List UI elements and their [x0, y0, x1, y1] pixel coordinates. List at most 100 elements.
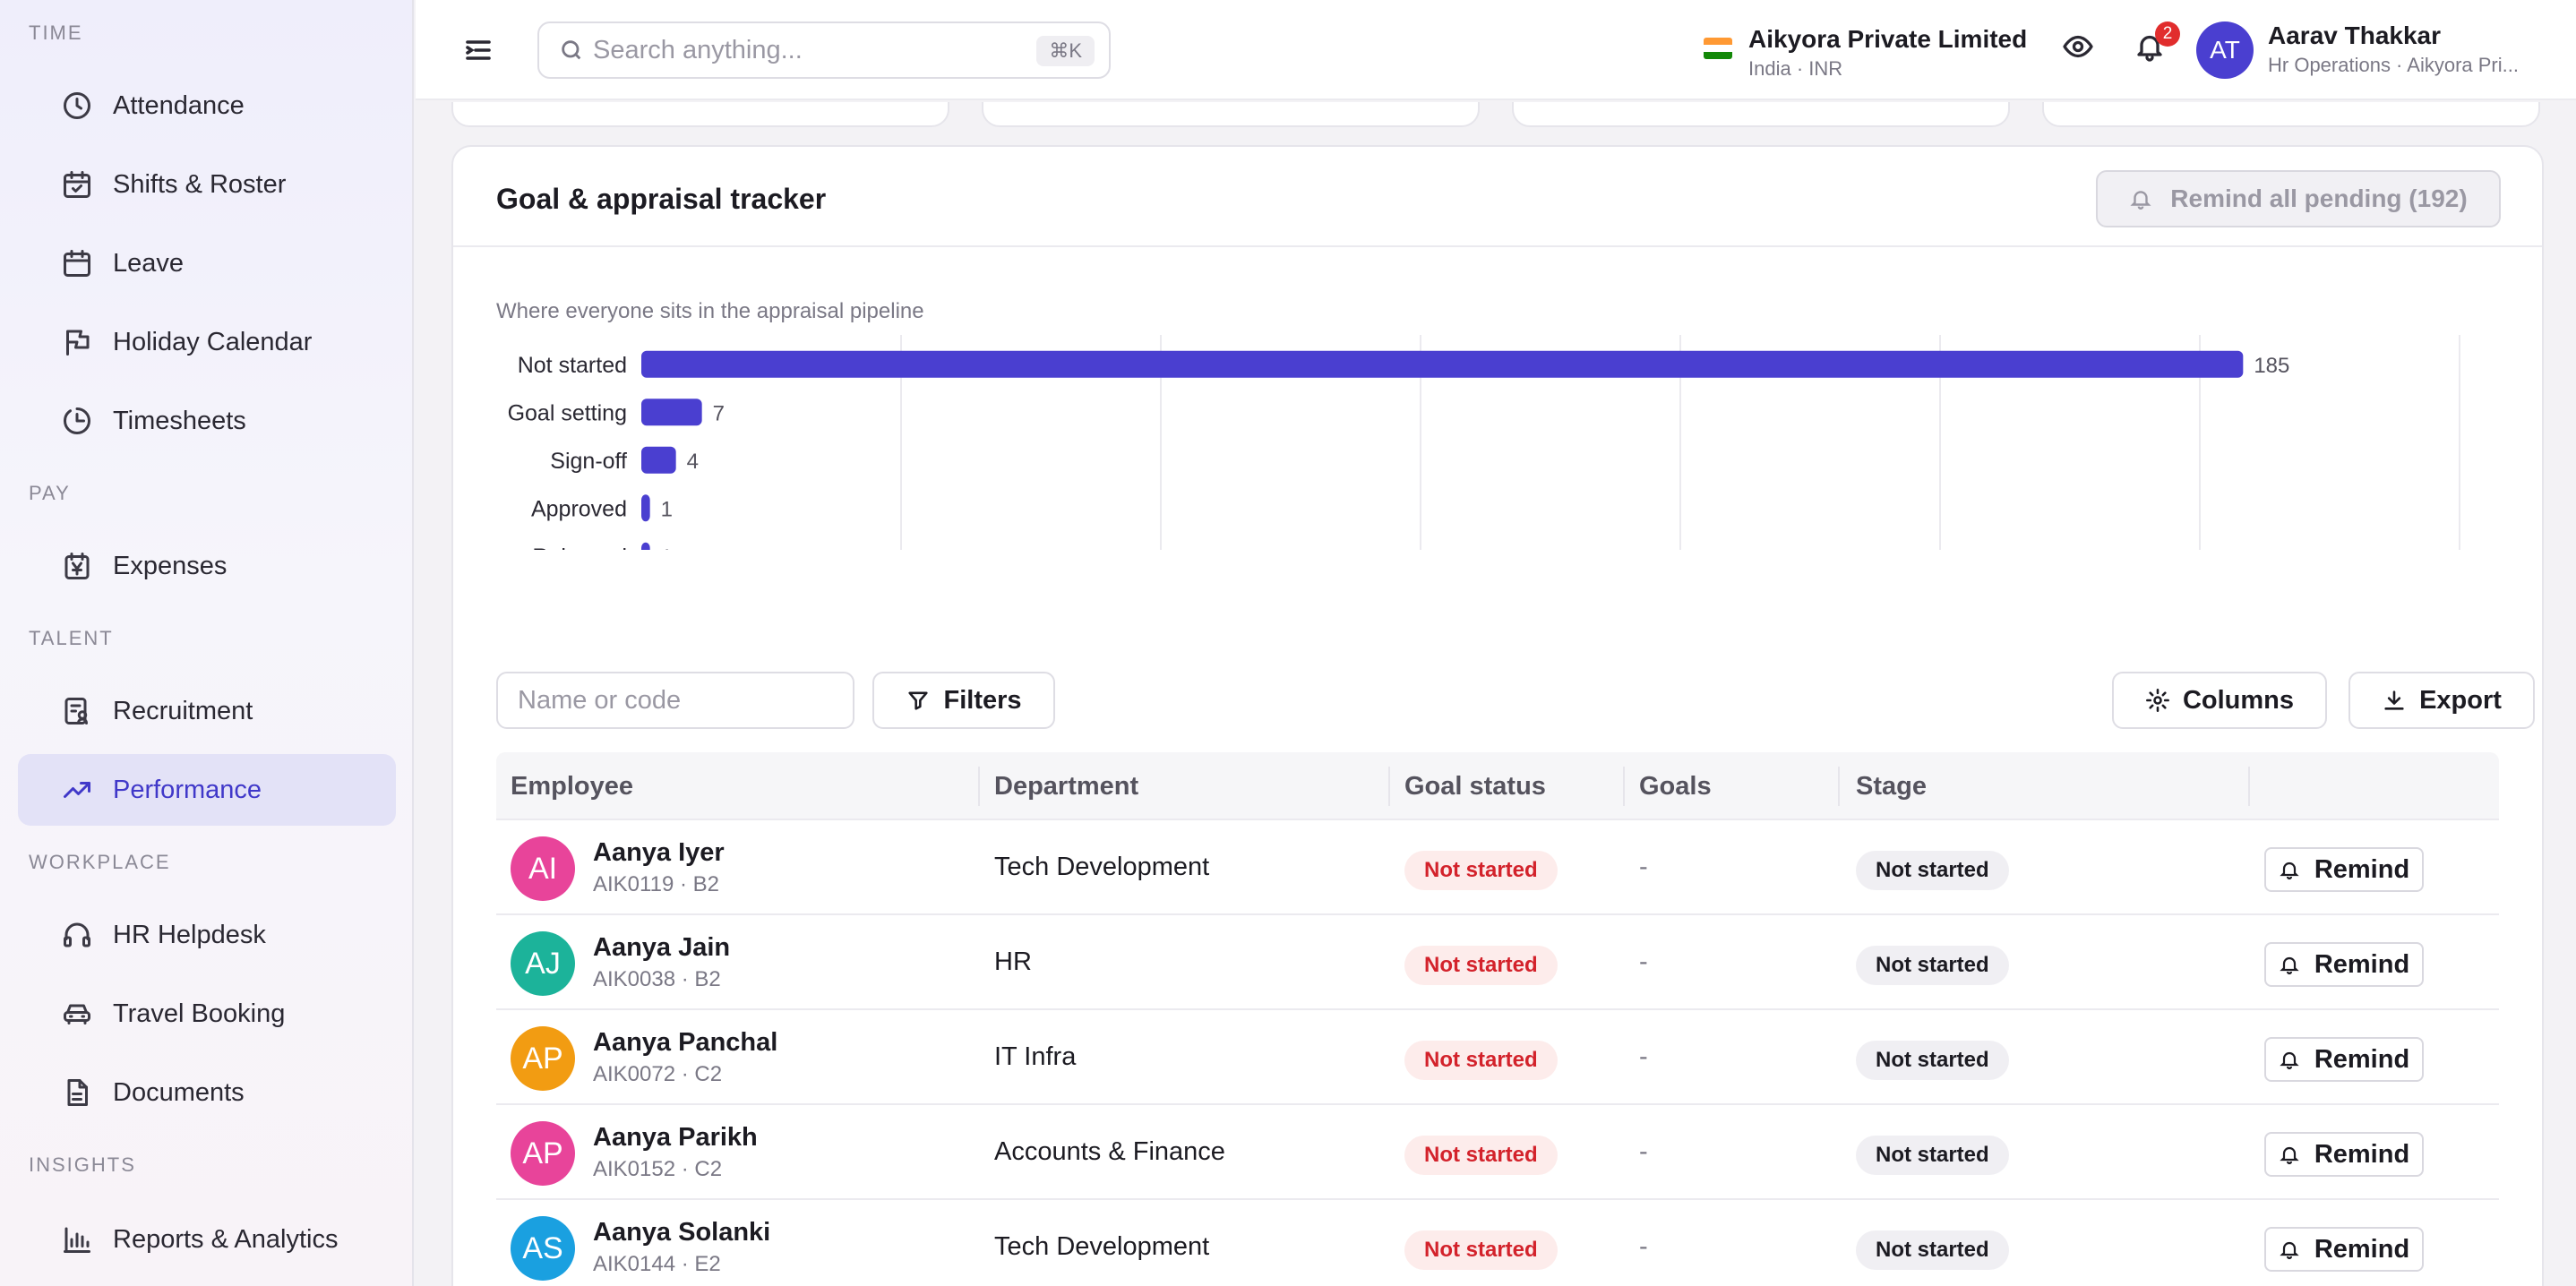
remind-label: Remind — [2314, 949, 2410, 979]
bell-icon — [2280, 862, 2299, 880]
receipt-icon — [59, 548, 95, 584]
sidebar-item-label: Expenses — [113, 551, 228, 580]
bell-icon — [2280, 956, 2299, 975]
section-label-pay: PAY — [29, 482, 71, 504]
notification-count-badge: 2 — [2155, 21, 2180, 47]
remind-label: Remind — [2314, 854, 2410, 884]
column-divider[interactable] — [1623, 767, 1625, 806]
category-label: Goal setting — [508, 400, 627, 425]
remind-button[interactable]: Remind — [2264, 847, 2424, 892]
department: Tech Development — [994, 1232, 1210, 1261]
column-header-goal-status[interactable]: Goal status — [1404, 772, 1546, 801]
clock-icon — [59, 88, 95, 124]
sidebar-item-timesheets[interactable]: Timesheets — [18, 385, 396, 457]
remind-button[interactable]: Remind — [2264, 942, 2424, 987]
collapse-sidebar-icon[interactable] — [462, 34, 494, 66]
employee-name[interactable]: Aanya Jain — [593, 933, 731, 962]
remind-label: Remind — [2314, 1234, 2410, 1264]
notifications-bell-icon[interactable] — [2134, 30, 2169, 66]
user-role: Hr Operations · Aikyora Pri... — [2268, 54, 2519, 76]
column-header-goals[interactable]: Goals — [1639, 772, 1712, 801]
sidebar-item-performance[interactable]: Performance — [18, 754, 396, 826]
goal-status-badge: Not started — [1404, 1041, 1558, 1080]
remind-button[interactable]: Remind — [2264, 1037, 2424, 1082]
column-divider[interactable] — [2248, 767, 2250, 806]
company-switcher[interactable]: Aikyora Private Limited India · INR — [1704, 25, 2027, 81]
bar — [641, 350, 2244, 378]
bar — [641, 542, 650, 550]
sidebar-item-hr-helpdesk[interactable]: HR Helpdesk — [18, 899, 396, 971]
sidebar-item-label: Timesheets — [113, 406, 246, 435]
car-icon — [59, 996, 95, 1032]
filters-label: Filters — [943, 685, 1022, 715]
employee-name[interactable]: Aanya Iyer — [593, 838, 725, 867]
remind-button[interactable]: Remind — [2264, 1227, 2424, 1272]
remind-button[interactable]: Remind — [2264, 1132, 2424, 1177]
stage-badge: Not started — [1856, 946, 2009, 985]
sidebar-item-label: Reports & Analytics — [113, 1224, 339, 1254]
employee-avatar: AP — [511, 1026, 575, 1091]
sidebar-item-travel-booking[interactable]: Travel Booking — [18, 978, 396, 1050]
value-label: 1 — [661, 545, 673, 550]
filters-button[interactable]: Filters — [872, 672, 1055, 729]
sidebar-item-label: HR Helpdesk — [113, 920, 266, 949]
goals-count: - — [1639, 1137, 1648, 1166]
india-flag-icon — [1704, 38, 1732, 59]
column-divider[interactable] — [1388, 767, 1390, 806]
document-icon — [59, 1075, 95, 1110]
sidebar-item-holiday-calendar[interactable]: Holiday Calendar — [18, 306, 396, 378]
eye-icon[interactable] — [2062, 30, 2098, 66]
employee-avatar: AP — [511, 1121, 575, 1186]
user-name[interactable]: Aarav Thakkar — [2268, 21, 2442, 49]
bar-chart-icon — [59, 1222, 95, 1257]
sidebar-item-attendance[interactable]: Attendance — [18, 70, 396, 141]
remind-label: Remind — [2314, 1139, 2410, 1169]
export-button[interactable]: Export — [2348, 672, 2535, 729]
sidebar-item-label: Shifts & Roster — [113, 169, 287, 199]
goal-status-badge: Not started — [1404, 1136, 1558, 1175]
sidebar-item-label: Attendance — [113, 90, 245, 120]
employee-name[interactable]: Aanya Parikh — [593, 1123, 758, 1152]
main-content: Goal & appraisal tracker Remind all pend… — [416, 102, 2576, 1286]
sidebar-item-label: Recruitment — [113, 696, 253, 725]
column-divider[interactable] — [1838, 767, 1840, 806]
table-row[interactable]: AI Aanya Iyer AIK0119 · B2 Tech Developm… — [496, 820, 2499, 915]
sidebar-item-leave[interactable]: Leave — [18, 227, 396, 299]
name-or-code-input[interactable] — [496, 672, 854, 729]
department: Tech Development — [994, 853, 1210, 881]
employee-name[interactable]: Aanya Solanki — [593, 1218, 771, 1247]
column-header-department[interactable]: Department — [994, 772, 1139, 801]
table-row[interactable]: AS Aanya Solanki AIK0144 · E2 Tech Devel… — [496, 1200, 2499, 1286]
table-row[interactable]: AP Aanya Parikh AIK0152 · C2 Accounts & … — [496, 1105, 2499, 1200]
table-row[interactable]: AJ Aanya Jain AIK0038 · B2 HR Not starte… — [496, 915, 2499, 1010]
columns-button[interactable]: Columns — [2112, 672, 2327, 729]
user-avatar[interactable]: AT — [2196, 21, 2254, 79]
column-header-stage[interactable]: Stage — [1856, 772, 1927, 801]
employee-code: AIK0152 · C2 — [593, 1157, 723, 1181]
filter-icon — [908, 691, 929, 710]
download-icon — [2384, 690, 2404, 710]
value-label: 1 — [661, 497, 673, 521]
sidebar-item-recruitment[interactable]: Recruitment — [18, 675, 396, 747]
table-row[interactable]: AP Aanya Panchal AIK0072 · C2 IT Infra N… — [496, 1010, 2499, 1105]
columns-label: Columns — [2182, 685, 2295, 715]
category-label: Approved — [531, 496, 627, 521]
sidebar-item-shifts-roster[interactable]: Shifts & Roster — [18, 149, 396, 220]
column-header-employee[interactable]: Employee — [511, 772, 633, 801]
summary-card — [1512, 102, 2010, 127]
employee-code: AIK0119 · B2 — [593, 872, 719, 896]
column-divider[interactable] — [978, 767, 980, 806]
section-label-time: TIME — [29, 21, 83, 44]
department: HR — [994, 947, 1032, 976]
sidebar-item-label: Documents — [113, 1077, 245, 1107]
section-label-workplace: WORKPLACE — [29, 851, 171, 873]
sidebar: TIME Attendance Shifts & Roster Leave Ho… — [0, 0, 414, 1286]
sidebar-item-reports-analytics[interactable]: Reports & Analytics — [18, 1204, 396, 1275]
sidebar-item-expenses[interactable]: Expenses — [18, 530, 396, 602]
search-box[interactable]: ⌘K — [537, 21, 1111, 79]
remind-all-pending-button[interactable]: Remind all pending (192) — [2096, 170, 2501, 227]
trending-up-icon — [59, 772, 95, 808]
search-input[interactable] — [593, 35, 987, 65]
sidebar-item-documents[interactable]: Documents — [18, 1057, 396, 1128]
employee-name[interactable]: Aanya Panchal — [593, 1028, 778, 1057]
